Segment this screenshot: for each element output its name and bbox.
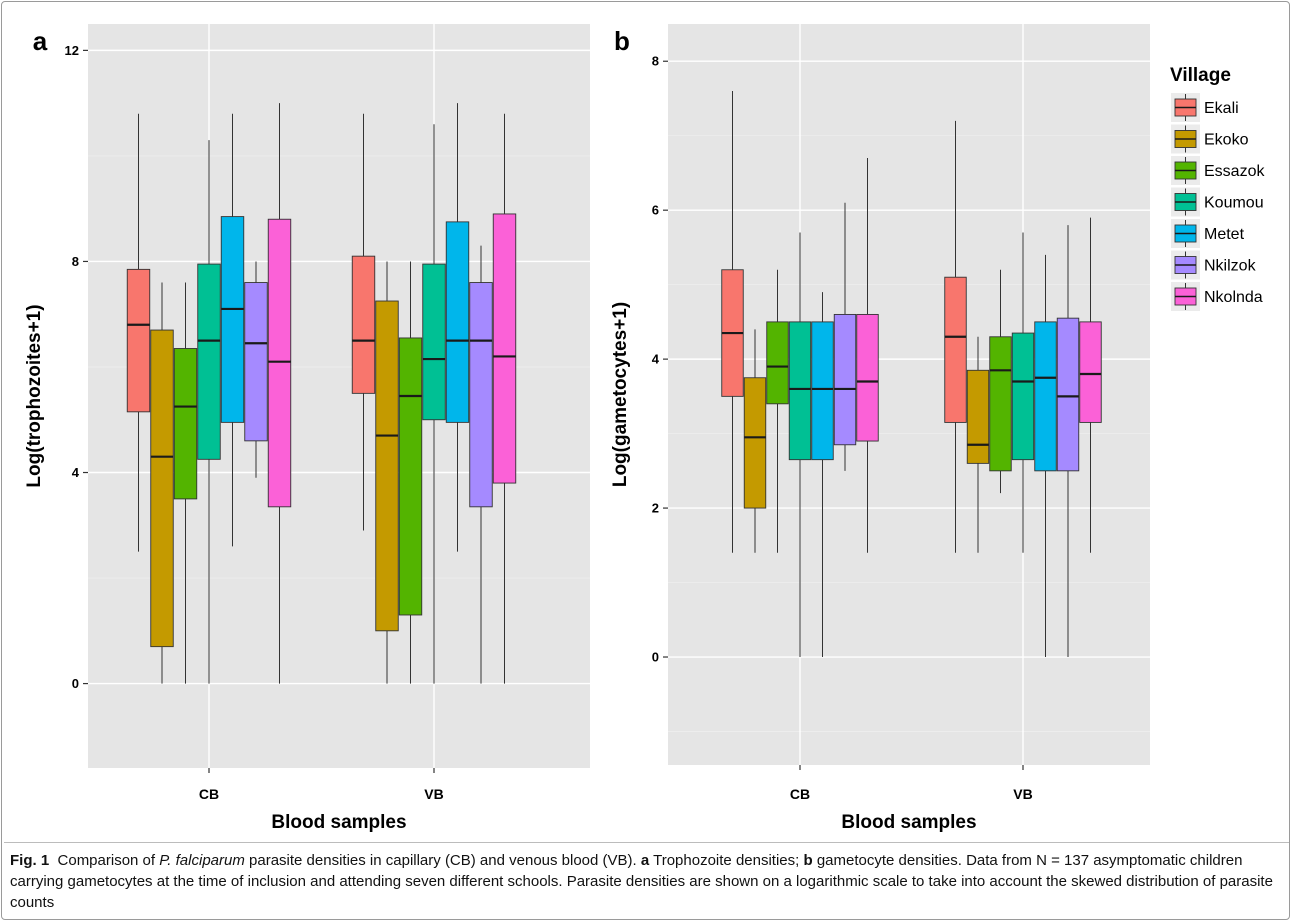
legend-label: Ekali <box>1204 100 1239 117</box>
box-ekoko-cb <box>151 283 174 684</box>
legend-title: Village <box>1170 65 1231 86</box>
y-tick-label: 0 <box>72 676 79 691</box>
box-ekoko-vb <box>376 261 399 683</box>
box-body <box>744 378 766 508</box>
legend-item-ekali: Ekali <box>1171 93 1239 122</box>
x-tick-label: CB <box>199 786 219 802</box>
caption-panel-b: b <box>803 852 812 869</box>
y-tick-label: 8 <box>652 54 659 69</box>
box-body <box>834 314 856 444</box>
panel-label: a <box>33 26 48 56</box>
figure-caption: Fig. 1 Comparison of P. falciparum paras… <box>10 850 1280 913</box>
box-body <box>767 322 789 404</box>
box-body <box>967 370 989 463</box>
caption-text-1: Comparison of <box>58 852 160 869</box>
box-body <box>127 269 150 411</box>
caption-species: P. falciparum <box>159 852 245 869</box>
box-body <box>151 330 174 647</box>
box-body <box>423 264 446 420</box>
legend-item-nkolnda: Nkolnda <box>1171 282 1263 311</box>
box-body <box>221 217 244 423</box>
legend-item-ekoko: Ekoko <box>1171 125 1249 154</box>
box-body <box>470 283 493 507</box>
y-tick-label: 6 <box>652 203 659 218</box>
box-body <box>857 314 879 441</box>
y-tick-label: 4 <box>72 465 80 480</box>
y-tick-label: 4 <box>652 352 660 367</box>
legend-label: Essazok <box>1204 163 1265 180</box>
x-tick-label: CB <box>790 786 810 802</box>
caption-text-3: Trophozoite densities; <box>649 852 803 869</box>
x-axis-title: Blood samples <box>271 812 406 833</box>
box-body <box>198 264 221 459</box>
chart-panel-b: 0 2 4 6 8 CB VB b Blood samples Log(gametocytes+1… <box>610 24 1150 833</box>
box-body <box>268 219 291 507</box>
y-tick-label: 2 <box>652 501 659 516</box>
legend-item-nkilzok: Nkilzok <box>1171 251 1257 280</box>
legend-label: Nkilzok <box>1204 258 1257 275</box>
chart-panel-a: 0 4 8 12 CB VB a Blood samples Log(trophozoites+… <box>24 24 590 833</box>
y-tick-label: 0 <box>652 650 659 665</box>
box-body <box>446 222 469 423</box>
box-body <box>1012 333 1034 460</box>
legend: Village Ekali Ekoko Essazok Koumou Metet Nkilz… <box>1170 65 1265 311</box>
caption-text-2: parasite densities in capillary (CB) and… <box>245 852 641 869</box>
box-body <box>399 338 422 615</box>
caption-figure-label: Fig. 1 <box>10 852 49 869</box>
legend-label: Nkolnda <box>1204 289 1263 306</box>
box-body <box>812 322 834 460</box>
x-tick-label: VB <box>1013 786 1032 802</box>
legend-item-essazok: Essazok <box>1171 156 1265 185</box>
legend-label: Ekoko <box>1204 132 1249 149</box>
box-body <box>493 214 516 483</box>
caption-panel-a: a <box>641 852 649 869</box>
y-axis-title: Log(gametocytes+1) <box>610 302 631 487</box>
box-body <box>174 349 197 499</box>
caption-divider <box>4 842 1289 843</box>
y-tick-label: 8 <box>72 254 79 269</box>
box-body <box>1080 322 1102 423</box>
box-body <box>990 337 1012 471</box>
legend-label: Koumou <box>1204 195 1264 212</box>
legend-item-metet: Metet <box>1171 219 1245 248</box>
y-axis-title: Log(trophozoites+1) <box>24 304 45 487</box>
box-body <box>1035 322 1057 471</box>
chart-canvas: 0 4 8 12 CB VB a Blood samples Log(trophozoites+… <box>0 0 1293 840</box>
panel-label: b <box>614 26 630 56</box>
legend-item-koumou: Koumou <box>1171 188 1264 217</box>
x-axis-title: Blood samples <box>841 812 976 833</box>
y-tick-label: 12 <box>65 43 79 58</box>
box-body <box>245 283 268 441</box>
legend-label: Metet <box>1204 226 1245 243</box>
box-body <box>352 256 375 393</box>
box-body <box>945 277 967 422</box>
box-body <box>789 322 811 460</box>
box-body <box>376 301 399 631</box>
box-body <box>1057 318 1079 471</box>
x-tick-label: VB <box>424 786 443 802</box>
